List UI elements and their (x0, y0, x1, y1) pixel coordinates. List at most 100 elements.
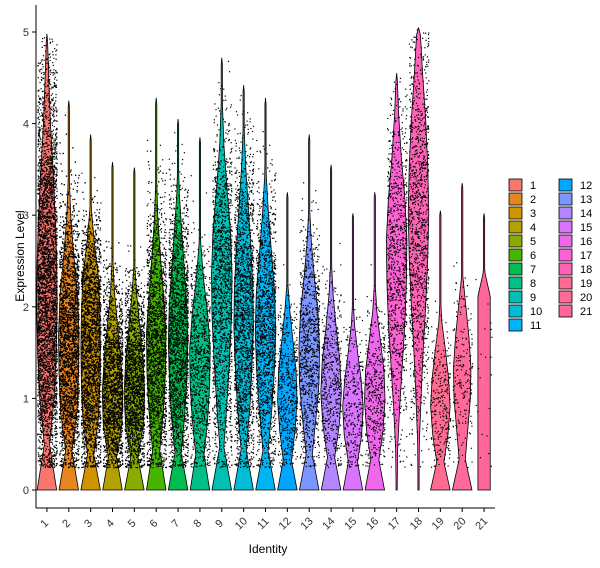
cell-point (37, 246, 39, 248)
cell-point (44, 396, 47, 398)
cell-point (53, 258, 55, 260)
cell-point (50, 157, 52, 159)
cell-point (54, 376, 56, 378)
cell-point (49, 324, 52, 326)
cell-point (43, 388, 45, 390)
cell-point (48, 122, 50, 125)
cell-point (49, 261, 51, 263)
cell-point (48, 399, 50, 401)
cell-point (40, 243, 42, 245)
cell-point (43, 464, 45, 466)
cell-point (37, 303, 39, 305)
cell-point (39, 302, 42, 304)
cell-point (37, 162, 40, 165)
cell-point (50, 180, 52, 182)
cell-point (50, 399, 52, 402)
cell-point (49, 217, 51, 219)
cell-point (56, 318, 58, 320)
cell-point (54, 352, 56, 354)
cell-point (51, 200, 53, 202)
cell-point (37, 416, 39, 418)
cell-point (53, 104, 55, 106)
cell-point (41, 303, 43, 305)
cell-point (50, 381, 52, 383)
cell-point (40, 341, 42, 344)
cell-point (42, 226, 44, 228)
cell-point (49, 375, 51, 377)
cell-point (53, 215, 55, 218)
cell-point (44, 296, 47, 299)
cell-point (40, 267, 42, 269)
cell-point (44, 184, 47, 186)
cell-point (45, 456, 47, 459)
cell-point (55, 239, 57, 241)
cell-point (41, 348, 43, 350)
cell-point (50, 359, 52, 361)
cell-point (43, 146, 45, 148)
cell-point (39, 357, 42, 359)
cell-point (53, 313, 55, 316)
cell-point (47, 282, 49, 284)
cell-point (48, 158, 50, 161)
cell-point (39, 441, 41, 444)
cell-point (40, 138, 42, 141)
cell-point (45, 173, 47, 175)
cell-point (48, 245, 50, 247)
cell-point (53, 204, 55, 206)
cell-point (42, 203, 44, 205)
cell-point (42, 182, 44, 184)
cell-point (50, 348, 53, 351)
cell-point (44, 405, 46, 408)
cell-point (38, 300, 40, 302)
cell-point (46, 241, 48, 243)
points-2 (59, 114, 80, 469)
cell-point (51, 290, 53, 292)
cell-point (53, 292, 55, 294)
cell-point (41, 216, 43, 218)
cell-point (54, 202, 56, 205)
cell-point (51, 176, 53, 178)
cell-point (39, 383, 41, 385)
cell-point (42, 420, 45, 422)
cell-point (48, 227, 50, 229)
cell-point (41, 128, 43, 130)
cell-point (42, 383, 45, 386)
cell-point (38, 143, 40, 145)
cell-point (55, 100, 57, 102)
cell-point (46, 369, 48, 372)
cell-point (50, 404, 53, 406)
cell-point (38, 175, 40, 178)
cell-point (55, 370, 58, 372)
cell-point (52, 255, 55, 257)
cell-point (49, 369, 51, 371)
cell-point (43, 270, 45, 272)
cell-point (47, 274, 49, 277)
cell-point (43, 453, 45, 456)
cell-point (37, 353, 40, 355)
cell-point (54, 235, 56, 237)
cell-point (41, 204, 44, 206)
cell-point (53, 350, 56, 352)
cell-point (39, 291, 41, 293)
cell-point (40, 332, 42, 335)
cell-point (50, 223, 52, 226)
cell-point (43, 163, 45, 165)
cell-point (43, 340, 45, 342)
cell-point (42, 118, 44, 120)
cell-point (46, 320, 49, 322)
cell-point (45, 442, 47, 444)
cell-point (43, 59, 45, 61)
cell-point (56, 109, 58, 112)
cell-point (41, 146, 43, 148)
cell-point (44, 320, 46, 323)
cell-point (48, 162, 50, 164)
cell-point (38, 216, 40, 219)
cell-point (39, 191, 41, 193)
cell-point (51, 431, 53, 433)
cell-point (40, 389, 42, 392)
cell-point (51, 93, 54, 95)
cell-point (38, 123, 40, 125)
cell-point (44, 287, 46, 289)
cell-point (55, 297, 57, 299)
cell-point (45, 92, 47, 94)
